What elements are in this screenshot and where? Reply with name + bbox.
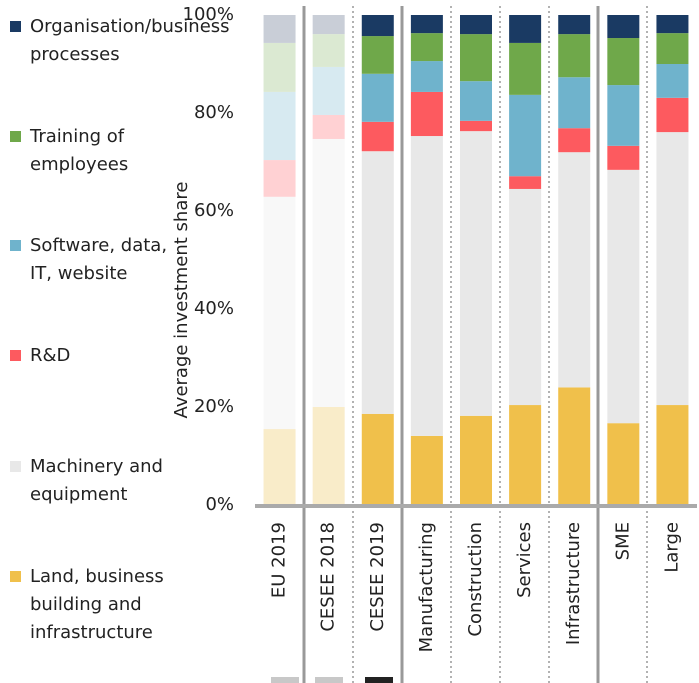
bar-segment — [509, 176, 542, 189]
bar-segment — [656, 33, 689, 64]
legend-label: Software, data, IT, website — [30, 235, 168, 284]
bar-segment — [509, 188, 542, 406]
marker — [315, 677, 343, 683]
bar-segment — [460, 81, 492, 121]
x-tick-label: Infrastructure — [563, 522, 584, 645]
bar-segment — [312, 138, 345, 407]
y-tick-label: 40% — [194, 298, 234, 319]
bar-segment — [460, 34, 492, 82]
bar-segment — [312, 66, 345, 115]
y-axis-title: Average investment share — [171, 182, 192, 419]
bar-segment — [607, 169, 640, 424]
marker — [271, 677, 299, 683]
bar-segment — [263, 196, 296, 430]
y-tick-label: 60% — [194, 200, 234, 221]
bar-segment — [460, 120, 492, 132]
legend-entry: Training of employees — [10, 123, 180, 179]
legend-label: Training of employees — [30, 126, 129, 175]
y-tick-label: 20% — [194, 396, 234, 417]
bar-segment — [607, 85, 640, 146]
legend-entry: R&D — [10, 342, 180, 370]
legend-entry: Land, business building and infrastructu… — [10, 563, 180, 647]
x-tick-label: CESEE 2018 — [318, 522, 339, 632]
bar-segment — [410, 15, 443, 34]
legend-swatch — [10, 21, 21, 32]
bar-segment — [263, 42, 296, 92]
x-tick-label: Construction — [465, 522, 486, 637]
bar-segment — [312, 114, 345, 139]
bar-segment — [607, 38, 640, 86]
bar-segment — [509, 94, 542, 177]
legend-entry: Machinery and equipment — [10, 453, 180, 509]
x-tick-label: EU 2019 — [269, 522, 290, 598]
bar-segment — [509, 405, 542, 505]
bar-segment — [410, 435, 443, 505]
bar-segment — [656, 405, 689, 505]
bar-segment — [312, 15, 345, 35]
bar-segment — [558, 387, 591, 505]
x-tick-label: Large — [661, 522, 682, 573]
bar-segment — [361, 413, 394, 505]
legend-label: R&D — [30, 345, 71, 366]
y-tick-label: 0% — [205, 494, 234, 515]
bar-segment — [460, 415, 492, 505]
legend-swatch — [10, 461, 21, 472]
bar-segment — [361, 151, 394, 414]
bar-segment — [263, 429, 296, 505]
bar-segment — [656, 15, 689, 34]
bar-segment — [263, 15, 296, 43]
legend-label: Organisation/business processes — [30, 16, 230, 65]
x-tick-label: CESEE 2019 — [367, 522, 388, 632]
bar-segment — [361, 121, 394, 152]
bar-segment — [361, 15, 394, 37]
bar-segment — [656, 132, 689, 406]
bar-segment — [509, 42, 542, 95]
legend-swatch — [10, 131, 21, 142]
bar-segment — [607, 145, 640, 170]
bar-segment — [558, 15, 591, 35]
bar-segment — [410, 61, 443, 92]
x-tick-label: Manufacturing — [416, 522, 437, 652]
x-tick-label: SME — [612, 522, 633, 560]
bar-segment — [361, 73, 394, 122]
bar-segment — [460, 131, 492, 416]
bar-segment — [558, 152, 591, 388]
y-tick-label: 100% — [183, 4, 234, 25]
y-tick-label: 80% — [194, 102, 234, 123]
bar-segment — [656, 97, 689, 133]
legend-label: Land, business building and infrastructu… — [30, 566, 164, 643]
bar-segment — [263, 160, 296, 197]
legend-swatch — [10, 350, 21, 361]
bar-segment — [558, 128, 591, 153]
bar-segment — [607, 423, 640, 505]
x-tick-label: Services — [514, 522, 535, 598]
bar-segment — [312, 407, 345, 505]
bar-segment — [361, 36, 394, 74]
bar-segment — [460, 15, 492, 35]
bar-segment — [312, 34, 345, 67]
bar-segment — [656, 64, 689, 98]
bar-segment — [558, 34, 591, 78]
legend-swatch — [10, 571, 21, 582]
bar-segment — [607, 15, 640, 39]
bar-segment — [263, 91, 296, 161]
legend-entry: Software, data, IT, website — [10, 232, 180, 288]
bar-segment — [509, 15, 542, 43]
legend-label: Machinery and equipment — [30, 456, 163, 505]
bar-segment — [558, 77, 591, 129]
separators — [302, 6, 648, 683]
legend-swatch — [10, 240, 21, 251]
bar-segment — [410, 91, 443, 137]
bar-segment — [410, 33, 443, 62]
marker — [365, 677, 393, 683]
bar-segment — [410, 136, 443, 436]
legend-entry: Organisation/business processes — [10, 13, 230, 69]
